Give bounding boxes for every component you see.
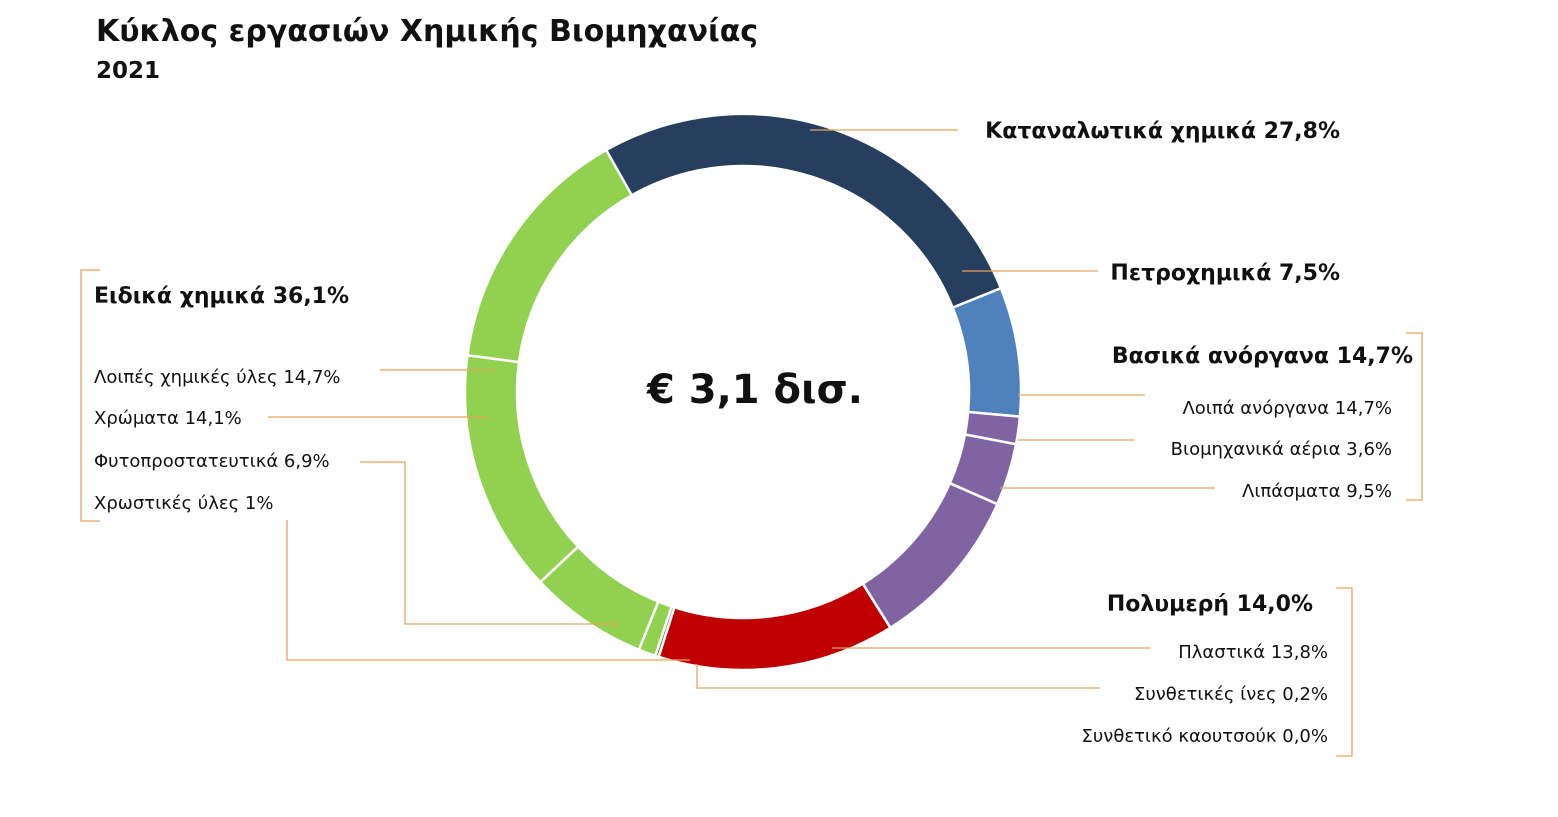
slice-χρώματα [463,353,580,584]
center-total-label: € 3,1 δισ. [646,367,863,413]
group-label-petrochem: Πετροχημικά 7,5% [1110,261,1340,286]
slice-label-paints: Χρώματα 14,1% [94,408,242,429]
leader-dyes [286,520,690,661]
slice-label-dyes: Χρωστικές ύλες 1% [94,493,273,514]
donut-slices [463,112,1023,672]
slice-label-other-chemicals: Λοιπές χημικές ύλες 14,7% [94,367,341,388]
slice-label-fertilizers: Λιπάσματα 9,5% [1242,481,1392,502]
slice-label-industrial-gases: Βιομηχανικά αέρια 3,6% [1171,439,1392,460]
slice-label-synthetic-rubber: Συνθετικό καουτσούκ 0,0% [1082,726,1329,747]
slice-λοιπές-χημικές-ύλες [466,148,634,364]
slice-καταναλωτικά-χημικά [593,112,1003,310]
group-label-specialty: Ειδικά χημικά 36,1% [94,284,349,309]
chart-subtitle: 2021 [96,58,161,84]
group-label-inorganic: Βασικά ανόργανα 14,7% [1112,344,1413,369]
slice-label-pesticides: Φυτοπροστατευτικά 6,9% [94,451,330,472]
leader-pesticides [360,461,620,625]
bracket-inorganic [1406,332,1423,501]
slice-πετροχημικά [951,286,1023,418]
group-label-consumer: Καταναλωτικά χημικά 27,8% [985,119,1340,144]
chart-title: Κύκλος εργασιών Χημικής Βιομηχανίας [96,14,759,49]
leader-lines [80,129,1423,757]
bracket-polymers [1336,587,1353,757]
slice-labels: Καταναλωτικά χημικά 27,8% Πετροχημικά 7,5… [94,119,1413,747]
slice-label-plastics: Πλαστικά 13,8% [1178,642,1328,663]
bracket-specialty [80,269,100,522]
slice-λιπάσματα [861,481,1000,630]
slice-πλαστικά [657,581,893,672]
slice-label-synthetic-fibres: Συνθετικές ίνες 0,2% [1134,684,1328,705]
group-label-polymers: Πολυμερή 14,0% [1107,592,1313,617]
leader-synthetic-fibres [696,664,1100,689]
slice-label-other-inorganic: Λοιπά ανόργανα 14,7% [1182,398,1392,419]
